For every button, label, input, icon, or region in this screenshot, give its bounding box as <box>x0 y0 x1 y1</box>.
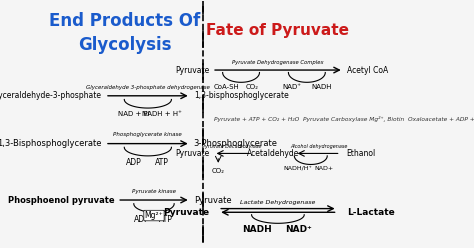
Text: Acetyl CoA: Acetyl CoA <box>347 65 388 75</box>
Text: Glyceraldehyde-3-phosphate: Glyceraldehyde-3-phosphate <box>0 91 102 100</box>
Text: Pyruvate: Pyruvate <box>194 195 231 205</box>
Text: NADH/H⁺: NADH/H⁺ <box>283 166 312 171</box>
Text: Phosphoglycerate kinase: Phosphoglycerate kinase <box>113 132 182 137</box>
Text: NAD+: NAD+ <box>314 166 334 171</box>
Text: Phosphoenol pyruvate: Phosphoenol pyruvate <box>8 195 114 205</box>
Text: NADH: NADH <box>311 84 332 90</box>
Text: NAD⁺: NAD⁺ <box>283 84 301 90</box>
Text: Ethanol: Ethanol <box>347 149 376 158</box>
Text: Fate of Pyruvate: Fate of Pyruvate <box>206 23 349 38</box>
Text: 1,3-Bisphosphoglycerate: 1,3-Bisphosphoglycerate <box>0 139 102 148</box>
Text: Pyruvate + ATP + CO₂ + H₂O  Pyruvate Carboxylase Mg²⁺, Biotin  Oxaloacetate + AD: Pyruvate + ATP + CO₂ + H₂O Pyruvate Carb… <box>214 116 474 122</box>
Text: 3-Phosphoglycerate: 3-Phosphoglycerate <box>194 139 278 148</box>
Text: ATP: ATP <box>155 158 169 167</box>
Text: Glyceraldehyde 3-phosphate dehydrogenase: Glyceraldehyde 3-phosphate dehydrogenase <box>86 85 210 90</box>
Text: NAD + Pi: NAD + Pi <box>118 111 149 117</box>
Text: Pyruvate: Pyruvate <box>175 65 209 75</box>
Text: Acetaldehyde: Acetaldehyde <box>247 149 300 158</box>
Text: Pyruvate: Pyruvate <box>175 149 209 158</box>
Text: Lactate Dehydrogenase: Lactate Dehydrogenase <box>240 200 316 205</box>
Text: CoA-SH: CoA-SH <box>213 84 239 90</box>
Text: 1,3-bisphosphoglycerate: 1,3-bisphosphoglycerate <box>194 91 289 100</box>
Text: Pyruvate Decarboxylase: Pyruvate Decarboxylase <box>202 144 262 149</box>
Text: Alcohol dehydrogenase: Alcohol dehydrogenase <box>291 144 348 149</box>
Text: ATP: ATP <box>159 215 173 224</box>
Text: Pyruvate: Pyruvate <box>163 208 209 217</box>
Text: Pyruvate kinase: Pyruvate kinase <box>132 189 176 194</box>
Text: NADH + H⁺: NADH + H⁺ <box>142 111 182 117</box>
Text: CO₂: CO₂ <box>246 84 259 90</box>
Text: Mg²⁺: Mg²⁺ <box>145 211 164 220</box>
Text: L-Lactate: L-Lactate <box>347 208 394 217</box>
Text: ADP: ADP <box>134 215 150 224</box>
Text: NAD⁺: NAD⁺ <box>285 224 312 234</box>
Text: NADH: NADH <box>242 224 272 234</box>
Text: CO₂: CO₂ <box>212 168 225 174</box>
Text: ADP: ADP <box>126 158 142 167</box>
Text: Pyruvate Dehydrogenase Complex: Pyruvate Dehydrogenase Complex <box>232 60 324 65</box>
Text: End Products Of
Glycolysis: End Products Of Glycolysis <box>49 12 201 54</box>
